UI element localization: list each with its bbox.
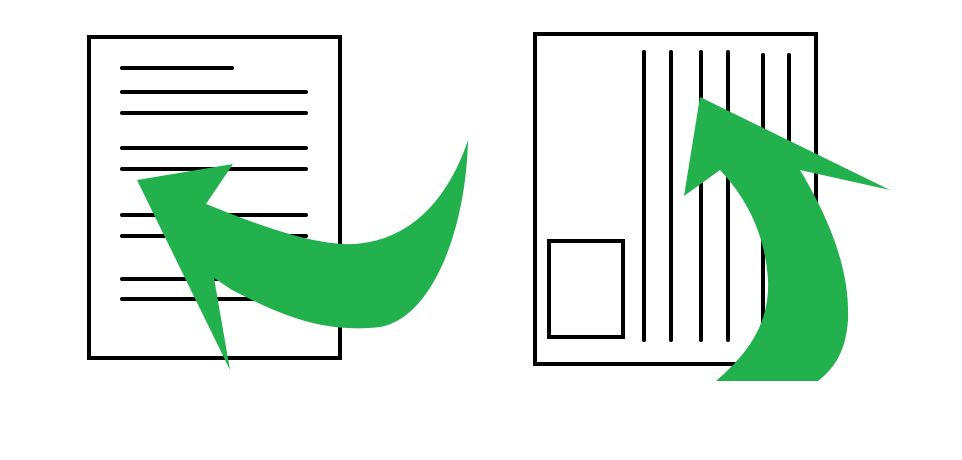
left-arrow-shape	[137, 140, 468, 370]
right-arrow-shape	[684, 97, 890, 381]
curved-arrow-left-icon	[137, 140, 468, 370]
right-document-box	[547, 239, 625, 339]
curved-arrow-up-icon	[684, 97, 890, 381]
